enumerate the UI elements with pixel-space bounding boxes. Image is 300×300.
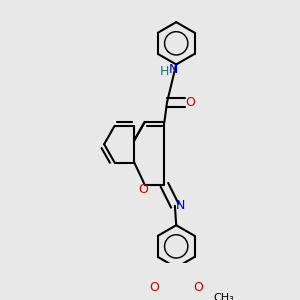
Text: CH₃: CH₃ [213,293,234,300]
Text: O: O [185,96,195,109]
Text: O: O [193,281,203,294]
Text: N: N [169,63,178,76]
Text: H: H [160,64,169,77]
Text: N: N [176,199,185,212]
Text: O: O [149,281,159,294]
Text: O: O [139,183,148,196]
